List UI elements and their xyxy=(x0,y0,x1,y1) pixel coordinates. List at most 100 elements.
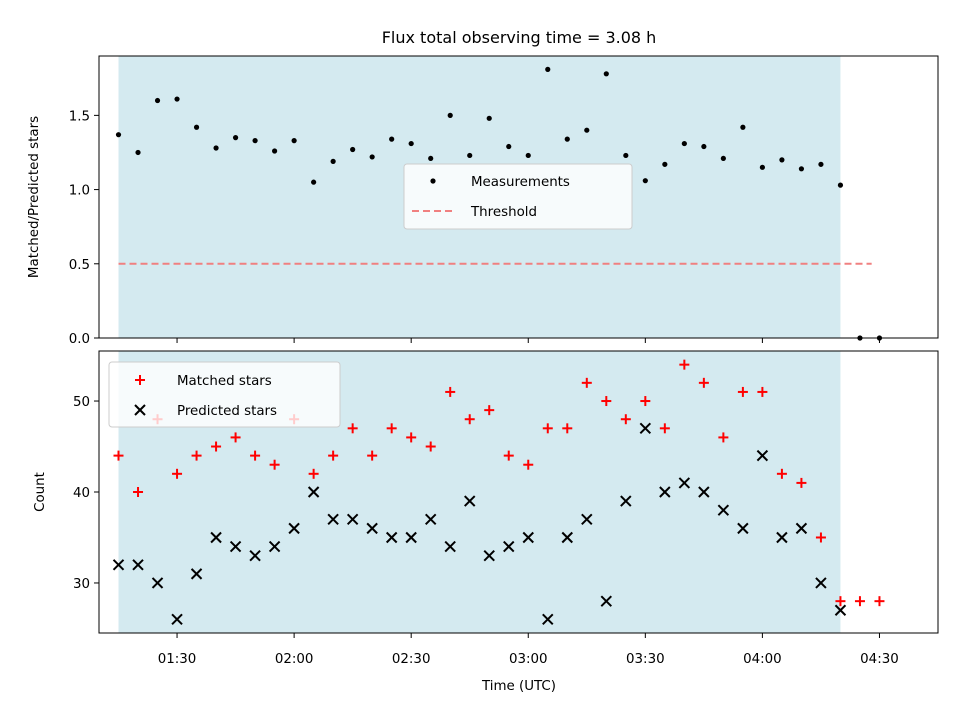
measurement-point xyxy=(779,157,785,163)
predicted-stars-marker xyxy=(249,549,261,562)
measurement-point xyxy=(311,179,317,185)
predicted-stars-marker xyxy=(327,513,339,525)
matched-stars-marker xyxy=(601,396,612,407)
measurement-point xyxy=(759,164,765,170)
matched-stars-marker xyxy=(640,396,651,407)
legend-label-predicted-stars: Predicted stars xyxy=(177,404,277,419)
predicted-stars-marker xyxy=(678,477,691,489)
measurement-point xyxy=(506,143,512,150)
measurement-point xyxy=(701,143,707,150)
predicted-stars-marker xyxy=(542,613,554,626)
matched-stars-marker xyxy=(581,377,592,388)
predicted-stars-marker xyxy=(151,577,164,589)
matched-stars-marker xyxy=(250,450,261,461)
predicted-stars-marker xyxy=(464,495,476,507)
predicted-stars-marker xyxy=(503,540,515,553)
matched-stars-marker xyxy=(191,450,202,461)
matched-stars-marker xyxy=(757,386,768,397)
ytick-label: 0.0 xyxy=(69,332,90,347)
measurement-point xyxy=(525,152,531,159)
predicted-stars-marker xyxy=(717,504,730,516)
predicted-stars-marker xyxy=(795,522,808,535)
predicted-stars-marker xyxy=(522,531,534,544)
top-legend: Measurements Threshold xyxy=(403,163,633,230)
predicted-stars-marker xyxy=(112,559,125,571)
measurement-point xyxy=(154,97,161,104)
measurement-point xyxy=(720,155,726,162)
predicted-stars-marker xyxy=(776,531,788,544)
measurement-point xyxy=(174,96,180,102)
predicted-stars-marker xyxy=(268,540,281,553)
predicted-stars-marker xyxy=(620,495,632,507)
matched-stars-marker xyxy=(464,414,475,425)
matched-stars-marker xyxy=(211,441,222,452)
chart-title: Flux total observing time = 3.08 h xyxy=(382,28,657,47)
predicted-stars-marker xyxy=(405,531,417,544)
predicted-stars-marker xyxy=(698,486,710,498)
predicted-stars-marker xyxy=(444,540,456,553)
matched-stars-marker xyxy=(874,596,885,607)
measurement-point xyxy=(291,138,297,144)
predicted-stars-marker xyxy=(346,513,359,525)
measurement-point xyxy=(252,138,258,144)
matched-stars-marker xyxy=(679,359,690,370)
legend-label-threshold: Threshold xyxy=(470,205,537,220)
measurement-point xyxy=(584,127,590,133)
measurement-point xyxy=(740,124,746,130)
predicted-stars-marker xyxy=(581,513,593,525)
matched-stars-marker xyxy=(737,386,748,397)
measurement-point xyxy=(193,124,200,130)
matched-stars-marker xyxy=(328,450,339,461)
measurement-point xyxy=(681,140,687,147)
measurement-point xyxy=(447,112,453,118)
measurement-point xyxy=(662,161,668,167)
measurement-point xyxy=(798,166,805,172)
matched-stars-marker xyxy=(445,386,456,397)
bottom-legend: Matched stars Predicted stars xyxy=(108,361,341,428)
measurement-point xyxy=(642,178,648,184)
ytick-label: 50 xyxy=(73,395,90,410)
measurement-point xyxy=(213,145,219,151)
predicted-stars-marker xyxy=(307,486,320,498)
top-ylabel: Matched/Predicted stars xyxy=(27,116,42,278)
matched-stars-marker xyxy=(659,423,670,434)
predicted-stars-marker xyxy=(659,486,671,498)
predicted-stars-marker xyxy=(834,604,847,616)
ytick-label: 30 xyxy=(73,577,90,592)
legend-marker-measurements xyxy=(430,178,436,184)
xtick-label: 02:30 xyxy=(392,652,431,667)
matched-stars-marker xyxy=(698,377,709,388)
matched-stars-marker xyxy=(776,468,787,479)
legend-label-measurements: Measurements xyxy=(471,175,570,190)
ytick-label: 40 xyxy=(73,486,90,501)
measurement-point xyxy=(272,148,278,154)
ytick-label: 1.0 xyxy=(69,184,90,199)
predicted-stars-marker xyxy=(600,595,613,607)
matched-stars-marker xyxy=(523,459,534,470)
measurement-point xyxy=(623,152,629,159)
matched-stars-marker xyxy=(854,596,865,607)
measurement-point xyxy=(428,155,434,162)
matched-stars-marker xyxy=(484,405,495,416)
measurement-point xyxy=(389,136,395,142)
top-legend-box xyxy=(403,163,633,230)
measurement-point xyxy=(135,149,141,156)
predicted-stars-marker xyxy=(639,422,652,435)
matched-stars-marker xyxy=(796,477,807,488)
matched-stars-marker xyxy=(308,468,319,479)
predicted-stars-marker xyxy=(737,522,749,535)
measurement-point xyxy=(545,66,551,72)
measurement-point xyxy=(408,140,414,147)
predicted-stars-marker xyxy=(171,613,183,626)
measurement-point xyxy=(232,135,239,141)
xtick-label: 03:30 xyxy=(626,652,665,667)
measurement-point xyxy=(564,136,570,142)
xtick-label: 03:00 xyxy=(509,652,548,667)
matched-stars-marker xyxy=(347,423,358,434)
matched-stars-marker xyxy=(367,450,378,461)
xtick-label: 04:00 xyxy=(743,652,782,667)
predicted-stars-marker xyxy=(229,540,242,553)
matched-stars-marker xyxy=(269,459,280,470)
measurement-point xyxy=(467,152,473,159)
legend-marker-matched-stars xyxy=(135,375,145,385)
